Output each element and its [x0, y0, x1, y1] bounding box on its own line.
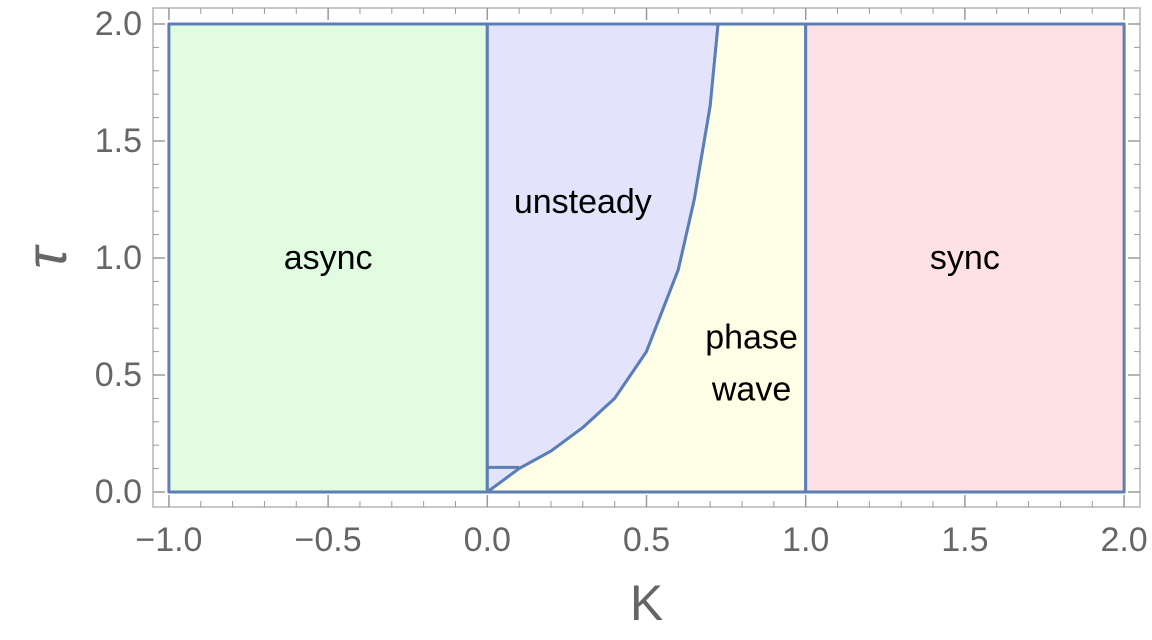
region-sync — [804, 22, 1126, 494]
x-tick-label: 2.0 — [1100, 521, 1147, 559]
labels-layer: async unsteady phase wave sync — [284, 183, 1000, 408]
x-axis-title: K — [630, 575, 663, 631]
regions-layer — [167, 22, 1126, 494]
x-tick-label: 1.5 — [941, 521, 988, 559]
region-phase-wave — [485, 22, 808, 494]
y-tick-label: 0.0 — [95, 473, 142, 511]
x-tick-label: 0.5 — [623, 521, 670, 559]
region-label-phase-wave-1: wave — [711, 370, 791, 408]
y-tick-label: 0.5 — [95, 356, 142, 394]
x-tick-label: −1.0 — [135, 521, 202, 559]
x-tick-label: 0.0 — [464, 521, 511, 559]
x-tick-label: 1.0 — [782, 521, 829, 559]
y-tick-label: 1.5 — [95, 122, 142, 160]
y-tick-label: 2.0 — [95, 5, 142, 43]
x-tick-label: −0.5 — [295, 521, 362, 559]
ticks-layer: −1.0 −0.5 0.0 0.5 1.0 1.5 2.0 0.0 0.5 1.0 1.5 2.0 — [95, 5, 1148, 559]
region-label-async: async — [284, 239, 373, 277]
region-label-unsteady: unsteady — [514, 183, 652, 221]
region-label-sync: sync — [930, 239, 1000, 277]
y-tick-label: 1.0 — [95, 239, 142, 277]
region-label-phase-wave-0: phase — [705, 318, 798, 356]
y-axis-title: τ — [14, 244, 79, 269]
